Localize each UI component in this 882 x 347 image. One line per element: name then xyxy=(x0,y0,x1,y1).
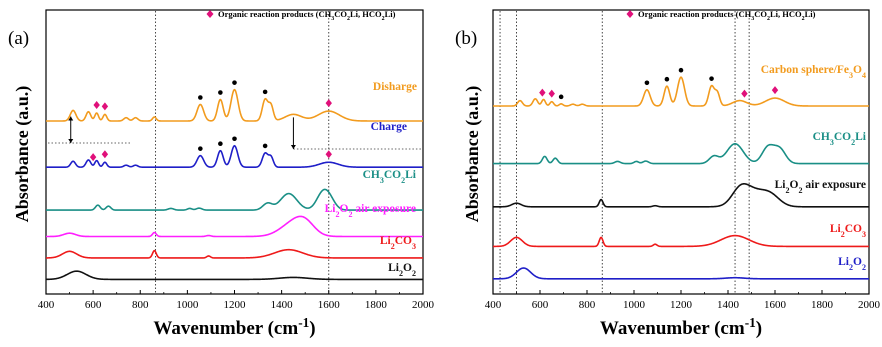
peak-diamond-marker xyxy=(101,102,109,111)
series-label: Li2O2 air exposure xyxy=(325,203,416,219)
spectrum-line xyxy=(493,76,869,107)
peak-circle-marker xyxy=(232,80,237,85)
peak-circle-marker xyxy=(262,143,268,149)
intensity-arrow-head xyxy=(290,145,296,149)
x-tick-label: 800 xyxy=(132,299,149,311)
x-tick-label: 2000 xyxy=(412,299,435,311)
x-tick-label: 1600 xyxy=(318,299,341,311)
intensity-arrow-head xyxy=(68,139,74,143)
series-label: CH3CO2Li xyxy=(813,131,867,147)
peak-diamond-marker xyxy=(325,99,332,108)
panel-letter: (a) xyxy=(8,28,29,49)
peak-circle-marker xyxy=(644,80,650,86)
peak-circle-marker xyxy=(198,146,203,151)
spectrum-line xyxy=(493,142,869,165)
spectrum-line xyxy=(493,234,869,248)
series-label: Li2O2 xyxy=(838,256,866,272)
series-label: CH3CO2Li xyxy=(363,169,417,185)
spectrum-line xyxy=(46,215,423,238)
peak-circle-marker xyxy=(709,76,714,81)
series-label: Charge xyxy=(371,121,407,133)
intensity-arrow-head xyxy=(68,116,74,121)
legend-text: Organic reaction products (CH3CO2Li, HCO… xyxy=(218,9,396,22)
x-tick-label: 400 xyxy=(38,299,55,311)
spectrum-line xyxy=(46,248,423,259)
series-label: Carbon sphere/Fe3O4 xyxy=(761,64,866,80)
x-tick-label: 1800 xyxy=(811,299,834,311)
y-axis-title: Absorbance (a.u.) xyxy=(12,86,33,223)
series-label: Li2CO3 xyxy=(380,235,416,251)
peak-diamond-marker xyxy=(325,150,332,159)
series-label: Disharge xyxy=(373,81,417,93)
x-tick-label: 600 xyxy=(532,299,549,311)
peak-diamond-marker xyxy=(771,86,779,95)
x-tick-label: 1400 xyxy=(717,299,740,311)
peak-diamond-marker xyxy=(539,88,546,97)
panel-a: 400 600 800 1000 1200 1400 1600 1800 2000 Wavenum… xyxy=(8,9,435,339)
panel-b: 400 600 800 1000 1200 1400 1600 1800 2000 Wavenum… xyxy=(455,9,881,339)
spectrum-line xyxy=(46,88,423,122)
x-axis-title: Wavenumber (cm-1) xyxy=(153,315,315,340)
peak-circle-marker xyxy=(678,67,684,73)
peak-diamond-marker xyxy=(741,89,748,98)
peak-diamond-marker xyxy=(548,89,555,98)
x-axis-title: Wavenumber (cm-1) xyxy=(600,315,762,340)
spectrum-line xyxy=(46,144,423,168)
x-tick-label: 800 xyxy=(579,299,596,311)
x-tick-label: 1600 xyxy=(764,299,787,311)
legend-text: Organic reaction products (CH3CO2Li, HCO… xyxy=(638,9,816,22)
peak-circle-marker xyxy=(232,136,237,142)
peak-diamond-marker xyxy=(93,101,100,110)
spectrum-line xyxy=(45,270,423,281)
x-tick-label: 1200 xyxy=(670,299,693,311)
x-tick-label: 600 xyxy=(85,299,102,311)
spectrum-line xyxy=(493,267,869,280)
peak-circle-marker xyxy=(664,76,670,82)
peak-circle-marker xyxy=(218,90,223,95)
peak-diamond-marker xyxy=(101,150,109,159)
peak-circle-marker xyxy=(558,94,564,100)
peak-circle-marker xyxy=(262,89,268,95)
legend-diamond-marker xyxy=(206,10,214,18)
panel-letter: (b) xyxy=(455,28,477,49)
spectrum-line xyxy=(46,188,423,211)
x-tick-label: 1200 xyxy=(224,299,247,311)
series-label: Li2O2 air exposure xyxy=(775,179,866,195)
legend-diamond-marker xyxy=(626,10,634,18)
series-label: Li2O2 xyxy=(388,262,416,278)
y-axis-title: Absorbance (a.u.) xyxy=(462,86,483,223)
x-tick-label: 1400 xyxy=(271,299,294,311)
plot-frame xyxy=(492,9,870,295)
x-tick-label: 1000 xyxy=(176,299,199,311)
peak-circle-marker xyxy=(198,95,203,100)
x-tick-label: 1800 xyxy=(365,299,388,311)
series-label: Li2CO3 xyxy=(830,223,866,239)
peak-diamond-marker xyxy=(89,153,97,162)
plot-frame xyxy=(45,9,424,295)
peak-circle-marker xyxy=(218,141,223,146)
spectrum-line xyxy=(493,183,869,208)
x-tick-label: 2000 xyxy=(858,299,881,311)
x-tick-label: 1000 xyxy=(623,299,646,311)
x-tick-label: 400 xyxy=(485,299,502,311)
